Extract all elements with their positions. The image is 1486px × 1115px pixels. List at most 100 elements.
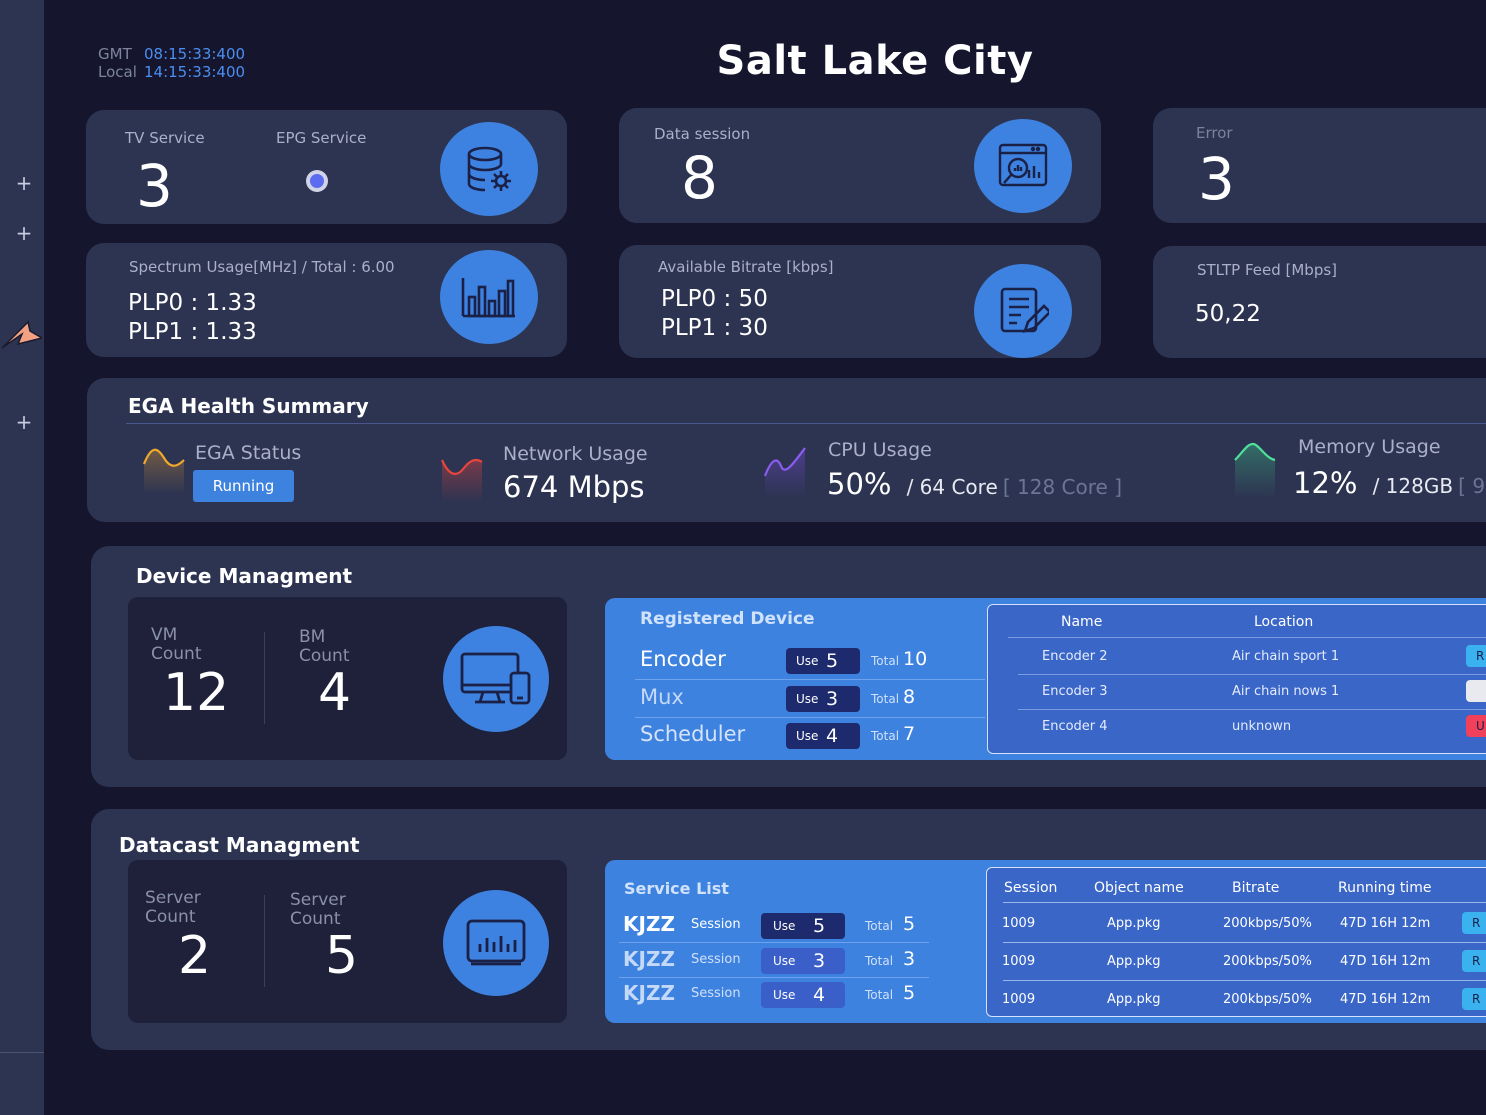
registered-device-panel: Registered Device Encoder Use 5 Total 10 Mux U… <box>605 598 1486 760</box>
presentation-chart-icon <box>443 890 549 996</box>
device-table-name: Encoder 4 <box>1042 719 1108 734</box>
device-status-chip[interactable]: U <box>1466 715 1486 737</box>
use-count: 5 <box>826 650 839 672</box>
running-time: 47D 16H 12m <box>1340 992 1431 1007</box>
vm-count-value: 12 <box>163 663 230 723</box>
gmt-label: GMT <box>98 45 132 63</box>
stltp-feed-card: STLTP Feed [Mbps] 50,22 <box>1153 246 1486 358</box>
spectrum-usage-label: Spectrum Usage[MHz] / Total : 6.00 <box>129 258 395 276</box>
device-management-title: Device Managment <box>136 564 353 588</box>
use-count: 3 <box>826 688 839 710</box>
session-id: 1009 <box>1002 954 1036 969</box>
epg-status-indicator <box>306 170 328 192</box>
total-count: 5 <box>903 913 916 935</box>
memory-usage-label: Memory Usage <box>1298 436 1441 458</box>
local-label: Local <box>98 63 137 81</box>
session-label: Session <box>691 986 741 1001</box>
datacast-management-card: Datacast Managment Server Count 2 Server C… <box>91 809 1486 1050</box>
error-label: Error <box>1196 124 1233 142</box>
session-action-button[interactable]: R <box>1462 912 1486 934</box>
data-session-label: Data session <box>654 125 751 143</box>
device-row-divider <box>635 679 985 680</box>
device-row-use-pill: Use 4 <box>786 723 860 749</box>
session-table-divider <box>1003 942 1486 943</box>
total-label: Total <box>871 654 900 668</box>
device-table-divider <box>1018 674 1486 675</box>
object-name: App.pkg <box>1107 954 1161 969</box>
sidebar-plus-3[interactable]: + <box>15 410 33 434</box>
bitrate-plp0: PLP0 : 50 <box>661 286 768 312</box>
object-name: App.pkg <box>1107 992 1161 1007</box>
session-action-button[interactable]: R <box>1462 950 1486 972</box>
tv-service-card: TV Service 3 EPG Service <box>86 110 567 224</box>
use-label: Use <box>796 654 819 668</box>
ega-status-wave-icon <box>142 448 185 494</box>
total-label: Total <box>865 988 894 1002</box>
gmt-time: 08:15:33:400 <box>144 45 246 63</box>
cpu-usage-wave-icon <box>763 447 806 498</box>
cpu-core-total: [ 128 Core ] <box>1002 475 1122 499</box>
tv-service-value: 3 <box>136 152 173 220</box>
total-count: 7 <box>903 723 916 745</box>
ega-running-button[interactable]: Running <box>193 470 294 502</box>
service-name: KJZZ <box>623 981 675 1005</box>
session-id: 1009 <box>1002 916 1036 931</box>
session-table-header-session: Session <box>1004 880 1058 896</box>
device-row-name: Scheduler <box>640 722 746 746</box>
vm-count-label: VM Count <box>151 625 202 664</box>
bm-count-label: BM Count <box>299 627 350 666</box>
use-count: 3 <box>813 950 826 972</box>
device-table-location: Air chain sport 1 <box>1232 649 1340 664</box>
database-settings-icon <box>440 122 538 216</box>
memory-usage-values: 12% / 128GB [ 972 <box>1293 466 1486 500</box>
error-value: 3 <box>1198 145 1235 213</box>
device-status-chip[interactable] <box>1466 680 1486 702</box>
stltp-feed-label: STLTP Feed [Mbps] <box>1197 261 1338 279</box>
device-status-chip[interactable]: R <box>1466 645 1486 667</box>
memory-usage-wave-icon <box>1234 442 1276 498</box>
tv-service-label: TV Service <box>125 129 205 147</box>
total-count: 3 <box>903 948 916 970</box>
data-session-value: 8 <box>681 144 718 212</box>
network-usage-value: 674 Mbps <box>503 470 645 504</box>
server-count-box: Server Count 2 Server Count 5 <box>128 860 567 1023</box>
object-name: App.pkg <box>1107 916 1161 931</box>
device-table-location: Air chain nows 1 <box>1232 684 1340 699</box>
cpu-usage-percent: 50% <box>827 467 892 501</box>
session-table-header-bitrate: Bitrate <box>1232 880 1280 896</box>
error-card: Error 3 <box>1153 108 1486 223</box>
ega-health-title: EGA Health Summary <box>128 394 369 418</box>
total-count: 10 <box>903 648 928 670</box>
service-use-pill: Use 5 <box>761 913 845 939</box>
sidebar-divider <box>0 1052 44 1053</box>
server-count-label-2: Server Count <box>290 890 346 929</box>
spectrum-plp1: PLP1 : 1.33 <box>128 319 257 345</box>
sidebar-plus-2[interactable]: + <box>15 221 33 245</box>
session-label: Session <box>691 917 741 932</box>
use-label: Use <box>796 729 819 743</box>
session-label: Session <box>691 952 741 967</box>
analytics-search-icon <box>974 119 1072 213</box>
available-bitrate-label: Available Bitrate [kbps] <box>658 258 834 276</box>
registered-device-table: Name Location Encoder 2 Air chain sport 1… <box>987 604 1486 754</box>
stltp-feed-value: 50,22 <box>1195 301 1261 327</box>
spectrum-plp0: PLP0 : 1.33 <box>128 290 257 316</box>
devices-icon <box>443 626 549 732</box>
bar-chart-icon <box>440 250 538 344</box>
bm-count-value: 4 <box>318 663 352 723</box>
memory-usage-percent: 12% <box>1293 466 1358 500</box>
running-time: 47D 16H 12m <box>1340 954 1431 969</box>
clock-panel: GMT 08:15:33:400 Local 14:15:33:400 <box>98 45 245 81</box>
service-list-title: Service List <box>624 879 729 898</box>
session-action-button[interactable]: R <box>1462 988 1486 1010</box>
datacast-management-title: Datacast Managment <box>119 833 360 857</box>
sidebar-plus-1[interactable]: + <box>15 171 33 195</box>
session-table-header-object: Object name <box>1094 880 1184 896</box>
service-use-pill: Use 4 <box>761 982 845 1008</box>
registered-device-title: Registered Device <box>640 609 815 629</box>
ega-status-label: EGA Status <box>195 442 302 464</box>
bitrate-value: 200kbps/50% <box>1223 954 1312 969</box>
server-count-divider <box>264 895 265 987</box>
bitrate-value: 200kbps/50% <box>1223 992 1312 1007</box>
running-time: 47D 16H 12m <box>1340 916 1431 931</box>
